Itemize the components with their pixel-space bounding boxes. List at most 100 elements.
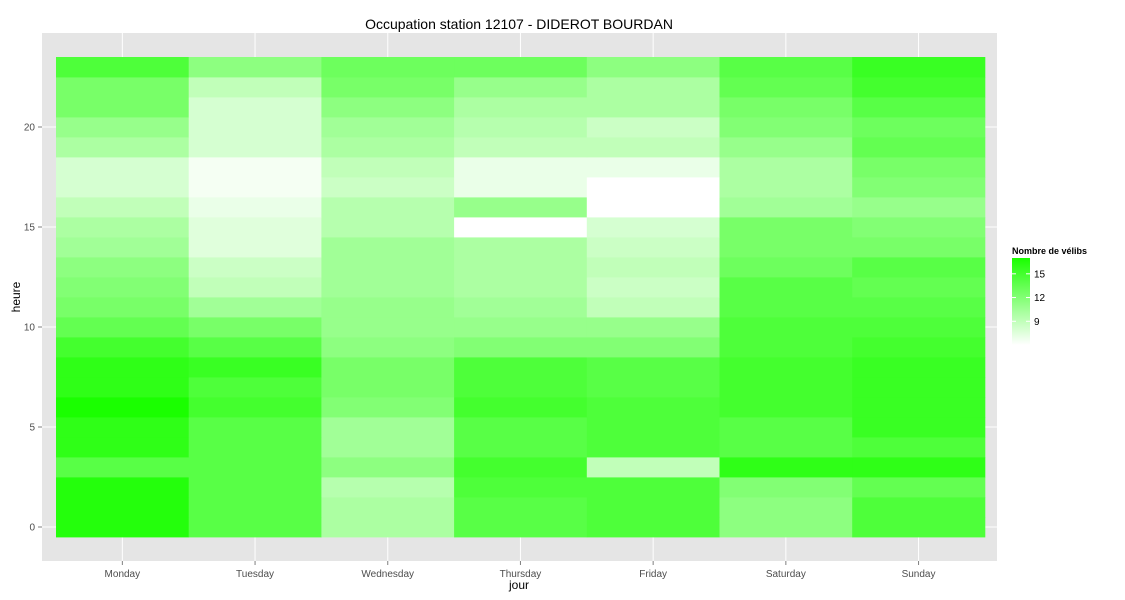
heatmap-tile [321,277,455,298]
heatmap-tile [586,157,720,178]
chart-title: Occupation station 12107 - DIDEROT BOURD… [365,16,673,32]
heatmap-tile [719,517,853,538]
heatmap-tile [321,157,455,178]
heatmap-tiles [56,57,986,538]
heatmap-tile [321,337,455,358]
heatmap-tile [586,457,720,478]
heatmap-tile [852,317,986,338]
heatmap-tile [321,197,455,218]
heatmap-tile [56,457,190,478]
y-axis-title: heure [9,281,23,312]
x-tick-label: Monday [105,569,141,580]
heatmap-tile [56,77,190,98]
heatmap-tile [719,137,853,158]
heatmap-tile [852,217,986,238]
heatmap-tile [852,257,986,278]
heatmap-tile [719,157,853,178]
color-legend: Nombre de vélibs 9 12 15 [1012,246,1087,345]
heatmap-tile [188,277,322,298]
heatmap-tile [188,397,322,418]
heatmap-tile [852,157,986,178]
heatmap-tile [188,57,322,78]
heatmap-tile [454,117,588,138]
heatmap-tile [454,137,588,158]
heatmap-tile [719,197,853,218]
heatmap-tile [586,137,720,158]
legend-title: Nombre de vélibs [1012,246,1087,256]
x-tick-label: Tuesday [236,569,274,580]
heatmap-tile [586,77,720,98]
heatmap-tile [586,517,720,538]
heatmap-tile [454,317,588,338]
heatmap-tile [188,197,322,218]
heatmap-tile [719,497,853,518]
heatmap-tile [852,337,986,358]
heatmap-tile [321,77,455,98]
heatmap-tile [321,377,455,398]
heatmap-tile [852,177,986,198]
heatmap-tile [586,317,720,338]
heatmap-tile [719,277,853,298]
heatmap-tile [56,197,190,218]
heatmap-tile [852,117,986,138]
heatmap-tile [56,397,190,418]
x-tick-label: Sunday [902,569,936,580]
heatmap-tile [586,337,720,358]
heatmap-tile [719,297,853,318]
heatmap-tile [188,457,322,478]
heatmap-tile [719,357,853,378]
heatmap-tile [454,337,588,358]
heatmap-tile [454,197,588,218]
heatmap-tile [188,437,322,458]
heatmap-tile [188,357,322,378]
heatmap-tile [852,297,986,318]
heatmap-tile [454,77,588,98]
heatmap-tile [188,317,322,338]
heatmap-tile [719,77,853,98]
heatmap-tile [56,337,190,358]
heatmap-tile [852,377,986,398]
heatmap-tile [321,237,455,258]
heatmap-tile [321,417,455,438]
heatmap-tile [188,137,322,158]
heatmap-tile [321,397,455,418]
heatmap-tile [719,177,853,198]
heatmap-tile [852,457,986,478]
y-tick-label: 20 [24,123,36,134]
heatmap-tile [586,177,720,198]
heatmap-tile [719,317,853,338]
heatmap-tile [56,117,190,138]
heatmap-tile [321,137,455,158]
heatmap-tile [188,337,322,358]
x-axis-title: jour [508,578,529,592]
heatmap-tile [719,97,853,118]
heatmap-tile [852,477,986,498]
heatmap-tile [188,477,322,498]
heatmap-tile [454,357,588,378]
x-tick-label: Wednesday [361,569,414,580]
heatmap-tile [852,357,986,378]
heatmap-tile [188,117,322,138]
heatmap-tile [56,157,190,178]
heatmap-tile [852,77,986,98]
heatmap-tile [56,217,190,238]
heatmap-tile [56,497,190,518]
y-tick-label: 10 [24,323,36,334]
heatmap-tile [188,517,322,538]
heatmap-tile [852,97,986,118]
heatmap-tile [321,97,455,118]
heatmap-tile [586,117,720,138]
heatmap-tile [188,217,322,238]
heatmap-tile [56,377,190,398]
heatmap-tile [454,517,588,538]
heatmap-tile [586,357,720,378]
heatmap-tile [56,357,190,378]
heatmap-tile [56,317,190,338]
heatmap-tile [454,177,588,198]
heatmap-tile [719,457,853,478]
y-tick-label: 0 [29,523,35,534]
heatmap-tile [454,97,588,118]
heatmap-tile [852,277,986,298]
heatmap-tile [321,517,455,538]
heatmap-tile [586,297,720,318]
